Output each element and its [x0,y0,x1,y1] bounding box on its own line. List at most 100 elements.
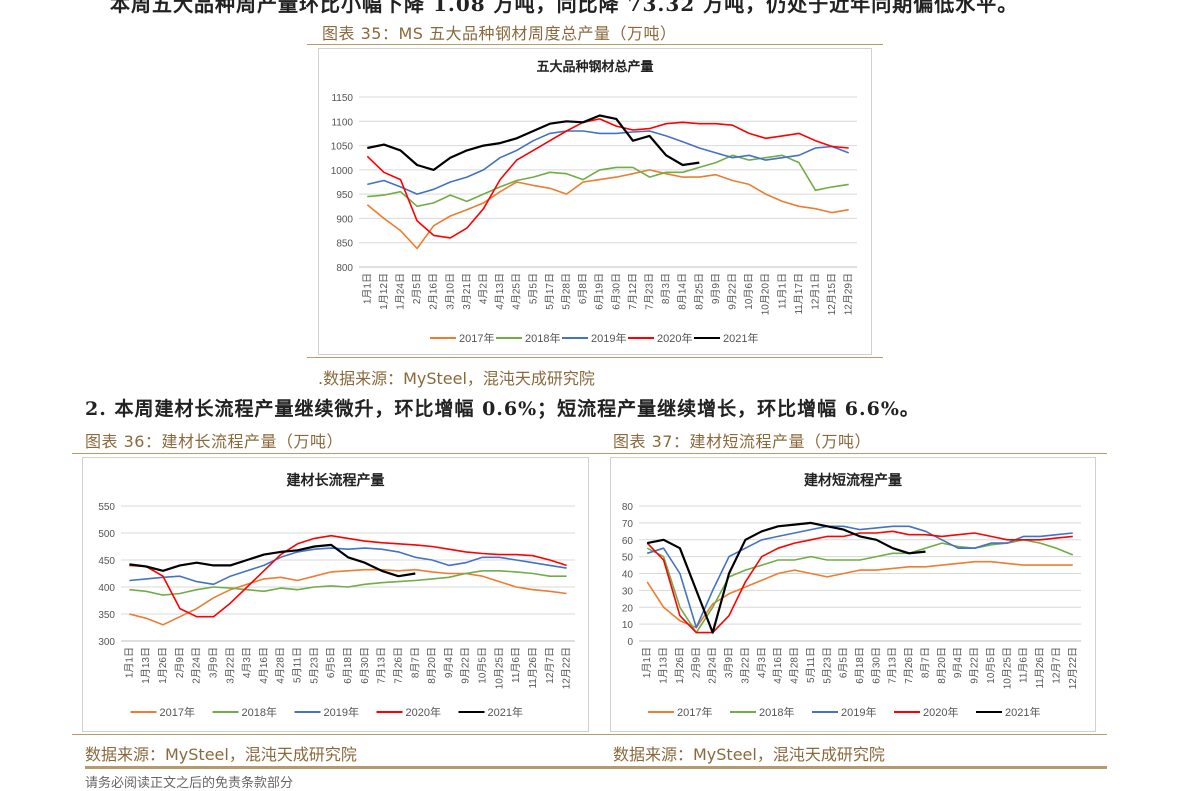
y-tick-label: 80 [622,502,634,513]
x-tick-label: 8月20日 [426,647,438,684]
y-tick-label: 900 [336,214,353,225]
series-line-2021年 [367,114,700,172]
x-tick-label: 2月16日 [428,273,440,310]
series-line-2017年 [366,169,849,250]
legend-label: 2018年 [759,705,794,719]
figure-35-top-rule [307,44,883,45]
y-tick-label: 10 [622,620,634,631]
y-tick-label: 400 [98,583,115,594]
series-line-2017年 [129,568,567,626]
y-tick-label: 850 [336,239,353,250]
x-tick-label: 11月26日 [1034,647,1046,689]
series-line-2019年 [367,130,849,195]
x-tick-label: 1月26日 [157,647,169,684]
series-line-2021年 [646,521,926,634]
x-tick-label: 11月26日 [527,647,539,689]
x-tick-label: 1月1日 [123,647,135,678]
x-tick-label: 5月5日 [527,273,539,304]
series-line-2020年 [129,534,567,618]
series-line-2020年 [366,118,849,239]
chart-36-frame: 建材长流程产量 300 350 400 450 500 550 1月1日 1月13日 1月26日 2… [82,457,589,732]
x-tick-label: 8月7日 [409,647,421,678]
x-tick-label: 1月1日 [641,647,653,678]
x-tick-label: 6月18日 [342,647,354,684]
y-tick-label: 950 [336,190,353,201]
x-tick-label: 6月30日 [870,647,882,684]
legend-label: 2020年 [923,705,958,719]
x-tick-label: 9月4日 [443,647,455,678]
y-tick-label: 350 [98,610,115,621]
y-tick-label: 550 [98,502,115,513]
chart-37-frame: 建材短流程产量 0 10 20 30 40 50 60 70 80 1月1日 1月13日 1月26日 2月… [610,457,1096,732]
legend-label: 2021年 [1005,705,1040,719]
chart-title: 建材短流程产量 [804,472,902,488]
x-tick-label: 9月22日 [727,273,739,310]
figure-35-caption: 图表 35：MS 五大品种钢材周度总产量（万吨） [322,24,677,43]
y-tick-label: 0 [627,637,633,648]
x-tick-label: 8月7日 [919,647,931,678]
x-tick-label: 5月23日 [308,647,320,684]
x-tick-label: 9月22日 [460,647,472,684]
x-tick-label: 4月3日 [241,647,253,678]
chart-37: 建材短流程产量 0 10 20 30 40 50 60 70 80 1月1日 1月13日 1月26日 2月… [622,472,1081,719]
x-tick-label: 9月9日 [710,273,722,304]
y-tick-label: 50 [622,553,634,564]
x-tick-label: 7月23日 [644,273,656,310]
legend-label: 2019年 [841,705,876,719]
x-tick-label: 4月16日 [772,647,784,684]
series-line-2018年 [367,154,849,208]
x-tick-label: 1月24日 [395,273,407,310]
top-paragraph-line: 本周五大品种周产量环比小幅下降 1.08 万吨，同比降 73.32 万吨，仍处于… [110,0,1019,16]
x-tick-label: 4月3日 [756,647,768,678]
legend-label: 2020年 [657,331,692,345]
x-tick-label: 10月6日 [743,273,755,310]
legend-label: 2019年 [324,705,359,719]
section-heading: 2. 本周建材长流程产量继续微升，环比增幅 0.6%；短流程产量继续增长，环比增… [85,398,920,420]
x-tick-label: 3月22日 [224,647,236,684]
x-tick-label: 10月20日 [760,273,772,315]
series-line-2018年 [129,570,567,596]
figure-35-bottom-rule [307,357,883,358]
x-tick-label: 8月25日 [693,273,705,310]
figure-37-source: 数据来源：MySteel，混沌天成研究院 [613,745,885,764]
x-tick-label: 2月5日 [411,273,423,304]
series-line-2020年 [646,530,1073,634]
series-line-2019年 [646,525,1073,629]
figures-36-37-bottom-rule [72,734,1107,735]
y-tick-label: 1150 [331,93,353,104]
y-tick-label: 1000 [331,166,354,177]
legend-label: 2019年 [591,331,626,345]
figure-36-caption: 图表 36：建材长流程产量（万吨） [85,432,343,451]
x-tick-label: 9月22日 [969,647,981,684]
chart-35: 五大品种钢材总产量 800 850 900 950 1000 1050 1100 1150 1月1… [331,59,857,345]
series-line-2018年 [646,539,1074,634]
x-tick-label: 1月13日 [658,647,670,684]
x-tick-label: 3月9日 [723,647,735,678]
x-tick-label: 11月6日 [1018,647,1030,683]
footer-rule [85,766,1107,769]
x-tick-label: 2月24日 [191,647,203,684]
y-tick-label: 300 [98,637,115,648]
x-tick-label: 6月30日 [359,647,371,684]
x-tick-label: 11月1日 [776,273,788,309]
x-tick-label: 10月5日 [985,647,997,684]
x-tick-label: 4月13日 [494,273,506,310]
x-tick-label: 1月26日 [674,647,686,684]
chart-title: 建材长流程产量 [287,472,385,488]
y-tick-label: 40 [622,570,634,581]
x-tick-label: 6月18日 [854,647,866,684]
x-tick-label: 3月22日 [739,647,751,684]
x-tick-label: 6月5日 [325,647,337,678]
x-tick-label: 8月20日 [936,647,948,684]
x-tick-label: 4月28日 [789,647,801,684]
x-tick-label: 3月9日 [207,647,219,678]
x-tick-label: 7月13日 [887,647,899,684]
x-tick-label: 8月14日 [677,273,689,310]
y-tick-label: 500 [98,529,115,540]
series-line-2021年 [129,543,416,578]
x-tick-label: 2月24日 [707,647,719,684]
x-tick-label: 12月1日 [810,273,822,310]
x-tick-label: 10月5日 [477,647,489,684]
x-tick-label: 12月22日 [561,647,573,689]
legend-label: 2017年 [677,705,712,719]
